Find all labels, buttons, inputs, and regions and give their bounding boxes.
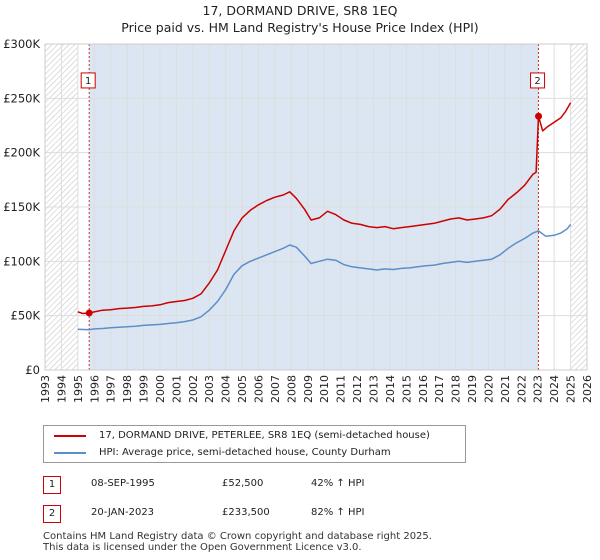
x-tick-label: 2002 [187, 375, 200, 403]
y-tick-label: £0 [25, 363, 40, 377]
x-tick-label: 2020 [482, 375, 495, 403]
legend-swatch-property [54, 435, 86, 437]
x-tick-label: 1996 [88, 375, 101, 403]
x-tick-label: 2015 [400, 375, 413, 403]
x-tick-label: 2006 [253, 375, 266, 403]
x-tick-label: 2023 [532, 375, 545, 403]
footer-licence: This data is licensed under the Open Gov… [43, 542, 362, 553]
x-tick-label: 1997 [105, 375, 118, 403]
x-tick-label: 2017 [433, 375, 446, 403]
x-tick-label: 2013 [367, 375, 380, 403]
x-tick-label: 2000 [154, 375, 167, 403]
x-tick-label: 1994 [55, 375, 68, 403]
x-tick-label: 2012 [351, 375, 364, 403]
x-tick-label: 2019 [466, 375, 479, 403]
transaction-number-badge: 1 [43, 476, 61, 494]
x-tick-label: 2025 [565, 375, 578, 403]
x-tick-label: 2009 [302, 375, 315, 403]
series-line-property [77, 102, 572, 315]
transaction-price: £52,500 [222, 478, 264, 489]
x-tick-label: 1998 [121, 375, 134, 403]
series-line-hpi [77, 223, 572, 331]
sale-marker-box [80, 72, 96, 89]
sale-marker-box [530, 72, 546, 89]
x-tick-label: 2005 [236, 375, 249, 403]
legend-item-hpi: HPI: Average price, semi-detached house,… [44, 445, 465, 461]
legend-swatch-hpi [54, 452, 86, 454]
x-tick-label: 1993 [39, 375, 52, 403]
transaction-number-badge: 2 [43, 505, 61, 523]
sale-point [535, 112, 543, 120]
chart-title: 17, DORMAND DRIVE, SR8 1EQ [202, 3, 398, 18]
sale-marker-label: 1 [85, 76, 91, 87]
x-tick-label: 2018 [450, 375, 463, 403]
legend-item-property: 17, DORMAND DRIVE, PETERLEE, SR8 1EQ (se… [44, 428, 465, 444]
x-tick-label: 2011 [335, 375, 348, 403]
x-tick-label: 2014 [384, 375, 397, 403]
x-tick-label: 2007 [269, 375, 282, 403]
y-tick-label: £150K [3, 200, 40, 214]
transaction-date: 20-JAN-2023 [91, 507, 155, 518]
chart: £0 £50K £100K £150K £200K £250K £300K 1993 1994 1… [3, 37, 594, 403]
x-tick-label: 1999 [138, 375, 151, 403]
sale-marker-label: 2 [534, 76, 540, 87]
x-tick-label: 2010 [318, 375, 331, 403]
chart-subtitle: Price paid vs. HM Land Registry's House … [121, 20, 479, 35]
transaction-row: 1 08-SEP-1995 £52,500 42% ↑ HPI [0, 476, 600, 496]
transaction-hpi-change: 82% ↑ HPI [311, 507, 365, 518]
legend-label-property: 17, DORMAND DRIVE, PETERLEE, SR8 1EQ (se… [99, 430, 430, 441]
legend: 17, DORMAND DRIVE, PETERLEE, SR8 1EQ (se… [43, 425, 466, 463]
x-tick-label: 2016 [417, 375, 430, 403]
transaction-price: £233,500 [222, 507, 270, 518]
x-tick-label: 1995 [72, 375, 85, 403]
footer-copyright: Contains HM Land Registry data © Crown c… [43, 531, 432, 542]
x-tick-label: 2026 [581, 375, 594, 403]
x-tick-label: 2022 [515, 375, 528, 403]
x-tick-label: 2003 [203, 375, 216, 403]
transaction-row: 2 20-JAN-2023 £233,500 82% ↑ HPI [0, 505, 600, 525]
y-tick-label: £200K [3, 146, 40, 160]
y-tick-label: £300K [3, 37, 40, 51]
x-tick-label: 2024 [548, 375, 561, 403]
x-tick-label: 2001 [170, 375, 183, 403]
x-tick-label: 2008 [285, 375, 298, 403]
y-tick-label: £50K [11, 309, 41, 323]
plot-frame [44, 43, 588, 371]
y-tick-label: £100K [3, 254, 40, 268]
x-tick-label: 2021 [499, 375, 512, 403]
legend-label-hpi: HPI: Average price, semi-detached house,… [99, 447, 391, 458]
x-tick-label: 2004 [220, 375, 233, 403]
sale-point [85, 309, 93, 317]
transaction-date: 08-SEP-1995 [91, 478, 155, 489]
y-tick-label: £250K [3, 91, 40, 105]
transaction-hpi-change: 42% ↑ HPI [311, 478, 365, 489]
